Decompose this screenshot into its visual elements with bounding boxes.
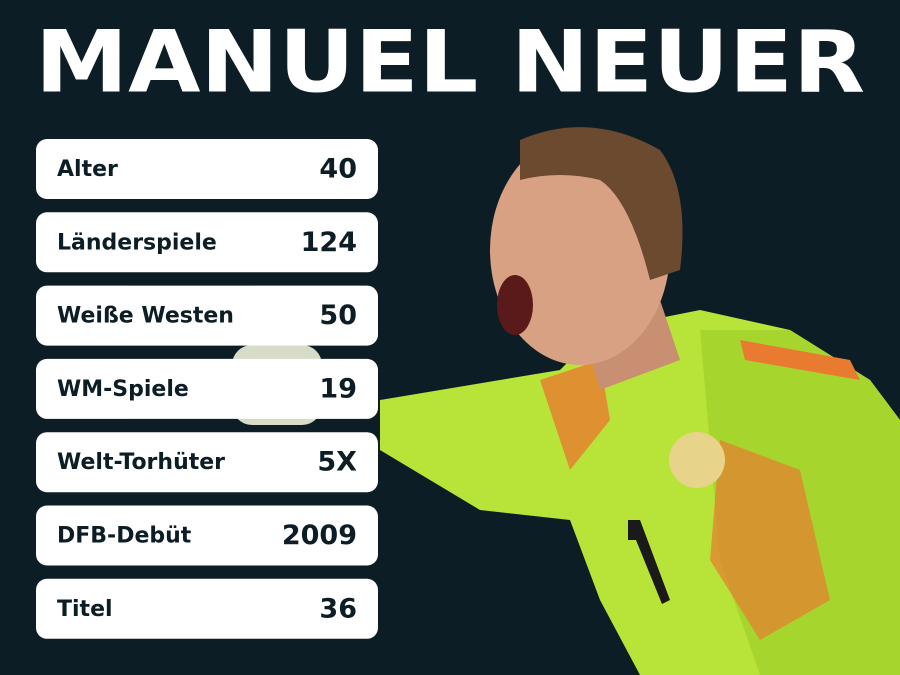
stat-label: WM-Spiele — [57, 377, 189, 402]
stat-label: Welt-Torhüter — [57, 450, 225, 475]
jersey-stripe — [540, 360, 610, 470]
stat-card — [36, 212, 378, 273]
mouth — [497, 275, 533, 335]
stats-list: Alter 40 Länderspiele 124 Weiße Westen 50 WM-S… — [36, 139, 378, 639]
jersey-number — [628, 520, 670, 604]
stat-value: 50 — [319, 300, 357, 331]
stat-value: 19 — [319, 373, 357, 404]
stat-label: DFB-Debüt — [57, 524, 192, 549]
stat-card — [36, 285, 378, 346]
stat-card — [36, 358, 378, 419]
stat-label: Länderspiele — [57, 230, 217, 255]
jersey-stripe — [740, 340, 860, 380]
stat-card — [36, 139, 378, 199]
title: MANUEL NEUER — [35, 12, 865, 112]
stat-row: Welt-Torhüter 5X — [36, 432, 378, 493]
player-photo — [232, 127, 900, 675]
stat-label: Titel — [57, 597, 113, 622]
stat-value: 5X — [317, 447, 357, 478]
stat-row: Länderspiele 124 — [36, 212, 378, 273]
crest — [669, 432, 725, 488]
stat-value: 40 — [319, 154, 357, 185]
stat-row: Weiße Westen 50 — [36, 285, 378, 346]
jersey-stripe — [710, 440, 830, 640]
stat-label: Weiße Westen — [57, 304, 234, 329]
stat-card — [36, 578, 378, 639]
stat-value: 2009 — [282, 520, 357, 551]
stat-card — [36, 505, 378, 566]
stat-card — [36, 432, 378, 493]
stat-row: Alter 40 — [36, 139, 378, 199]
stat-label: Alter — [57, 157, 118, 182]
hair — [520, 127, 683, 280]
stat-row: DFB-Debüt 2009 — [36, 505, 378, 566]
stat-value: 124 — [301, 227, 357, 258]
stat-row: WM-Spiele 19 — [36, 358, 378, 419]
stat-row: Titel 36 — [36, 578, 378, 639]
stat-value: 36 — [319, 593, 357, 624]
